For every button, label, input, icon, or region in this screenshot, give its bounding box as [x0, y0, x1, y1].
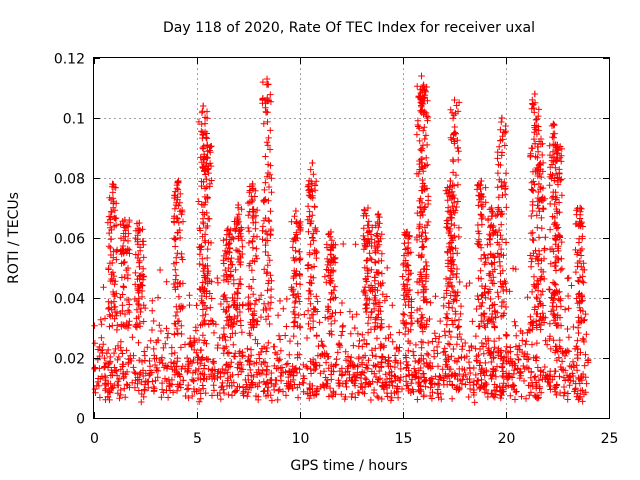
peak-point	[224, 225, 232, 233]
peak-point	[488, 204, 495, 212]
data-points	[91, 72, 592, 406]
x-tick-label: 15	[395, 431, 413, 447]
peak-point	[554, 141, 561, 149]
peak-point	[420, 81, 427, 89]
peak-point	[576, 204, 584, 212]
y-tick-label: 0.02	[54, 352, 85, 368]
peak-point	[531, 90, 539, 98]
y-tick-label: 0	[76, 412, 85, 428]
peak-point	[263, 75, 271, 83]
peak-point	[121, 216, 129, 224]
plot-frame	[93, 57, 610, 419]
x-tick-label: 0	[90, 431, 99, 447]
peak-point	[550, 120, 557, 128]
peak-point	[478, 177, 485, 185]
peak-point	[136, 219, 143, 227]
peak-point	[175, 177, 182, 185]
peak-point	[309, 159, 316, 167]
y-tick-label: 0.04	[54, 292, 85, 308]
x-tick-label: 20	[498, 431, 516, 447]
y-tick-label: 0.06	[54, 232, 85, 248]
chart-title: Day 118 of 2020, Rate Of TEC Index for r…	[163, 20, 535, 36]
peak-point	[199, 102, 207, 110]
x-tick-label: 5	[193, 431, 202, 447]
peak-point	[292, 207, 300, 215]
axes: 0 5 10 15 20 25 0 0.02 0.04 0.06 0.08 0.1 0.12	[54, 52, 619, 448]
peak-point	[403, 228, 411, 236]
x-tick-label: 10	[292, 431, 310, 447]
peak-point	[375, 210, 382, 218]
peak-point	[447, 177, 454, 185]
roti-markers	[91, 72, 592, 406]
peak-point	[235, 201, 242, 209]
x-tick-label: 25	[601, 431, 619, 447]
y-tick-label: 0.12	[54, 52, 85, 68]
peak-point	[327, 228, 335, 236]
peak-point	[109, 180, 116, 188]
y-tick-label: 0.1	[63, 112, 85, 128]
peak-point	[451, 96, 458, 104]
y-axis-title: ROTI / TECUs	[6, 192, 22, 284]
y-tick-label: 0.08	[54, 172, 85, 188]
peak-point	[537, 135, 545, 143]
x-axis-title: GPS time / hours	[290, 458, 407, 474]
peak-point	[249, 180, 256, 188]
peak-point	[204, 141, 211, 149]
peak-point	[498, 114, 506, 122]
peak-point	[364, 204, 372, 212]
peak-point	[418, 72, 425, 80]
